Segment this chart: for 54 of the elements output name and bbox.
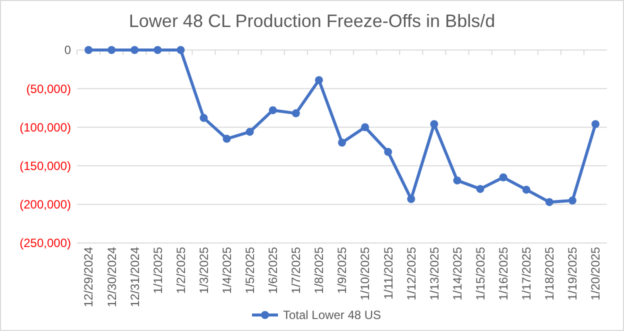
x-tick-label: 1/8/2025 xyxy=(312,246,326,294)
x-tick-label: 1/10/2025 xyxy=(358,246,372,300)
point xyxy=(176,46,185,54)
x-tick-label: 1/7/2025 xyxy=(289,246,304,294)
x-tick-label: 1/16/2025 xyxy=(496,246,511,300)
x-tick-label: 1/13/2025 xyxy=(427,246,442,300)
x-tick-label: 1/4/2025 xyxy=(220,246,234,294)
x-tick-label: 1/20/2025 xyxy=(588,246,603,300)
y-tick-label: (150,000) xyxy=(20,159,71,173)
point xyxy=(361,123,370,132)
point xyxy=(407,194,416,203)
x-tick-label: 1/1/2025 xyxy=(150,246,165,294)
point xyxy=(314,76,323,84)
point xyxy=(338,138,346,147)
point xyxy=(568,196,576,205)
x-tick-label: 1/14/2025 xyxy=(450,246,464,300)
legend-label: Total Lower 48 US xyxy=(283,308,382,322)
point xyxy=(246,128,254,136)
point xyxy=(222,134,231,143)
x-tick-label: 1/12/2025 xyxy=(404,246,418,300)
point xyxy=(591,120,600,128)
point xyxy=(430,120,438,128)
point xyxy=(499,173,508,182)
point xyxy=(476,184,484,193)
x-tick-label: 1/11/2025 xyxy=(381,246,396,300)
point xyxy=(292,109,300,118)
point xyxy=(200,114,208,122)
y-tick-label: (100,000) xyxy=(20,120,71,134)
point xyxy=(453,176,462,184)
point xyxy=(130,46,139,54)
point xyxy=(522,186,530,194)
x-tick-label: 1/9/2025 xyxy=(335,246,350,294)
point xyxy=(545,198,554,206)
x-tick-label: 1/15/2025 xyxy=(473,246,488,300)
x-tick-label: 1/6/2025 xyxy=(266,246,280,294)
x-tick-label: 12/29/2024 xyxy=(82,246,96,308)
point xyxy=(84,46,93,54)
point xyxy=(154,46,162,54)
y-tick-label: (50,000) xyxy=(26,82,71,96)
chart-title: Lower 48 CL Production Freeze-Offs in Bbls/d xyxy=(128,11,496,31)
point xyxy=(108,46,116,54)
x-tick-label: 1/18/2025 xyxy=(542,246,557,300)
x-tick-label: 1/19/2025 xyxy=(566,246,580,300)
x-tick-label: 1/2/2025 xyxy=(174,246,188,294)
x-tick-label: 1/17/2025 xyxy=(520,246,534,300)
x-tick-label: 12/31/2024 xyxy=(128,246,142,308)
y-tick-label: (200,000) xyxy=(20,198,71,212)
x-tick-label: 1/3/2025 xyxy=(196,246,211,294)
point xyxy=(384,148,392,156)
x-tick-label: 12/30/2024 xyxy=(104,246,119,308)
y-tick-label: (250,000) xyxy=(20,236,71,250)
point xyxy=(268,106,277,114)
y-tick-label: 0 xyxy=(64,43,72,58)
x-tick-label: 1/5/2025 xyxy=(243,246,258,294)
